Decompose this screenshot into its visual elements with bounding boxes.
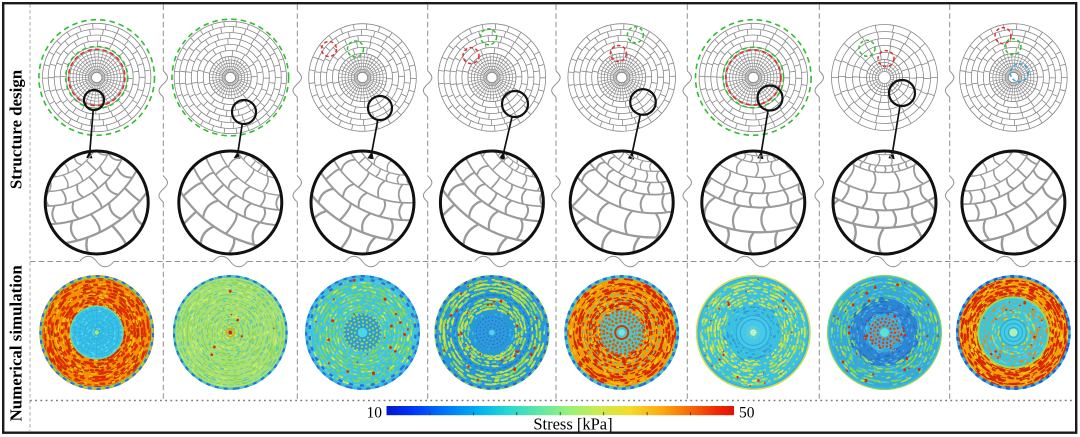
- svg-text:Structure design: Structure design: [7, 69, 26, 189]
- svg-text:10: 10: [367, 405, 383, 422]
- svg-text:Numerical simulation: Numerical simulation: [7, 265, 26, 422]
- svg-text:Stress [kPa]: Stress [kPa]: [533, 415, 612, 434]
- svg-text:50: 50: [739, 405, 755, 422]
